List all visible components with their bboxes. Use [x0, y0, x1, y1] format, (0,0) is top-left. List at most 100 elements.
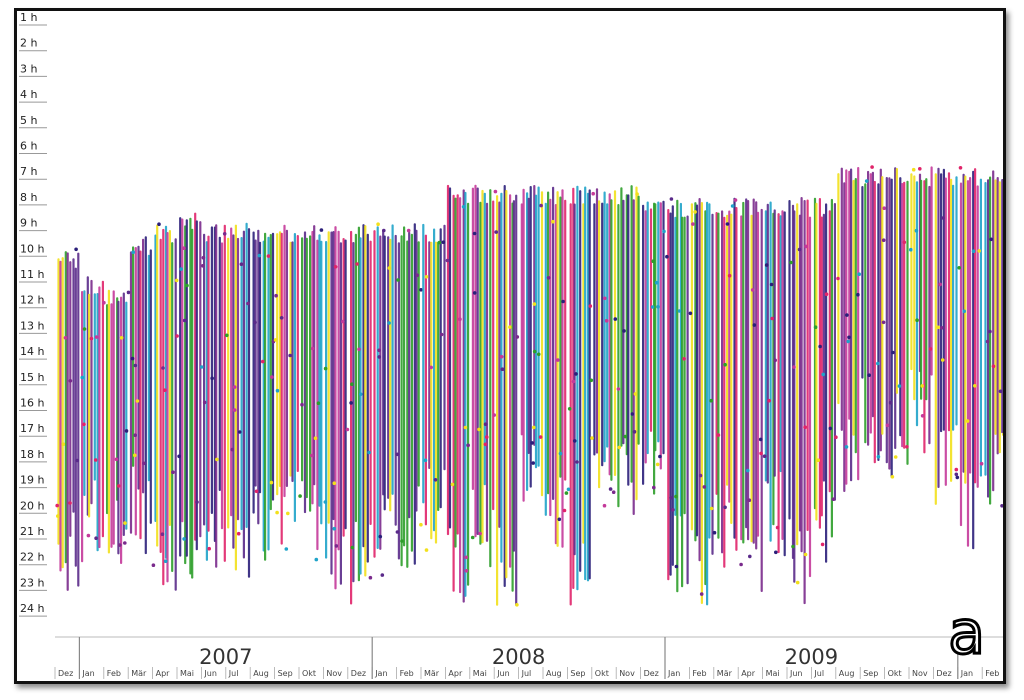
data-point-streak — [873, 180, 876, 464]
data-point — [845, 313, 849, 317]
data-point-streak — [305, 237, 308, 499]
data-point-streak — [910, 173, 913, 371]
data-point-streak — [828, 210, 831, 493]
data-point-streak — [998, 181, 1001, 454]
data-point — [483, 442, 488, 447]
data-point — [813, 325, 818, 330]
data-point — [461, 205, 466, 209]
y-tick-label: 21 h — [20, 525, 44, 538]
data-point-streak — [913, 175, 916, 401]
data-point — [656, 305, 660, 309]
data-point-streak — [101, 280, 104, 538]
data-point-streak — [269, 234, 272, 511]
data-point-streak — [881, 176, 884, 435]
x-tick-label: Nov — [619, 669, 635, 678]
data-point-streak — [448, 187, 452, 529]
data-point-streak — [339, 242, 342, 585]
data-point — [378, 534, 383, 539]
data-point — [201, 255, 206, 260]
data-point-streak — [230, 227, 233, 517]
data-point — [395, 530, 400, 534]
data-point-streak — [410, 233, 413, 552]
data-point — [847, 335, 851, 340]
data-point — [655, 462, 660, 467]
data-point-streak — [512, 200, 515, 552]
data-point — [632, 430, 637, 434]
data-point-streak — [540, 191, 544, 497]
data-point — [730, 204, 735, 208]
data-point — [725, 222, 730, 226]
x-tick-label: Apr — [741, 669, 756, 678]
y-tick-label: 24 h — [20, 602, 44, 615]
data-point — [532, 349, 537, 354]
y-tick-label: 20 h — [20, 499, 44, 512]
data-point-streak — [627, 194, 630, 486]
data-point-streak — [362, 224, 365, 548]
data-point — [123, 541, 127, 545]
data-point — [767, 398, 771, 403]
x-tick-label: Mär — [717, 669, 733, 678]
data-point-streak — [833, 203, 836, 501]
data-point-streak — [364, 225, 367, 577]
data-point — [334, 544, 339, 548]
data-point — [716, 433, 721, 437]
data-point — [820, 542, 825, 547]
data-point-streak — [247, 228, 251, 578]
data-point-streak — [890, 178, 893, 478]
data-point-streak — [620, 187, 623, 447]
data-point-streak — [837, 173, 840, 405]
data-point — [693, 210, 697, 214]
data-point — [885, 423, 890, 428]
x-tick-label: Sep — [570, 669, 585, 678]
data-point — [834, 435, 838, 440]
data-point — [816, 458, 820, 463]
data-point-streak — [613, 190, 617, 476]
data-point — [936, 325, 940, 330]
data-point — [376, 222, 380, 226]
y-tick-label: 15 h — [20, 371, 44, 384]
data-point — [86, 533, 91, 538]
data-point-streak — [500, 192, 503, 563]
data-point-streak — [509, 194, 512, 568]
data-point — [759, 451, 763, 456]
data-point-streak — [947, 172, 951, 432]
data-point-streak — [344, 239, 347, 530]
data-point — [611, 490, 616, 495]
data-point-streak — [147, 254, 150, 482]
data-point — [274, 293, 278, 298]
data-point — [314, 557, 319, 562]
data-point — [658, 454, 662, 459]
data-point — [662, 229, 666, 234]
data-point — [257, 253, 262, 258]
data-point-streak — [397, 242, 400, 560]
data-point-streak — [676, 199, 679, 593]
y-tick-label: 14 h — [20, 345, 44, 358]
data-point — [824, 292, 829, 297]
y-tick-label: 2 h — [20, 37, 37, 50]
data-point-streak — [301, 237, 304, 482]
data-point-streak — [671, 205, 674, 566]
data-point-streak — [608, 193, 611, 476]
data-point-streak — [683, 216, 686, 515]
data-point-streak — [430, 241, 433, 540]
data-point-streak — [808, 216, 812, 578]
data-point — [536, 352, 541, 357]
data-point-streak — [236, 237, 240, 521]
data-point — [135, 399, 140, 403]
data-point — [723, 362, 727, 367]
data-point-streak — [669, 212, 672, 576]
data-point — [911, 167, 916, 172]
data-point-streak — [987, 179, 990, 498]
data-point — [357, 347, 361, 352]
data-point-streak — [59, 260, 62, 572]
data-point — [957, 266, 961, 270]
data-point-streak — [796, 203, 799, 546]
data-point — [118, 543, 122, 547]
data-point — [818, 344, 822, 349]
data-point-streak — [505, 190, 508, 579]
data-point — [68, 379, 73, 383]
data-point — [630, 412, 635, 416]
data-point-streak — [603, 191, 606, 463]
data-point-streak — [139, 250, 142, 540]
data-point-streak — [825, 203, 828, 563]
